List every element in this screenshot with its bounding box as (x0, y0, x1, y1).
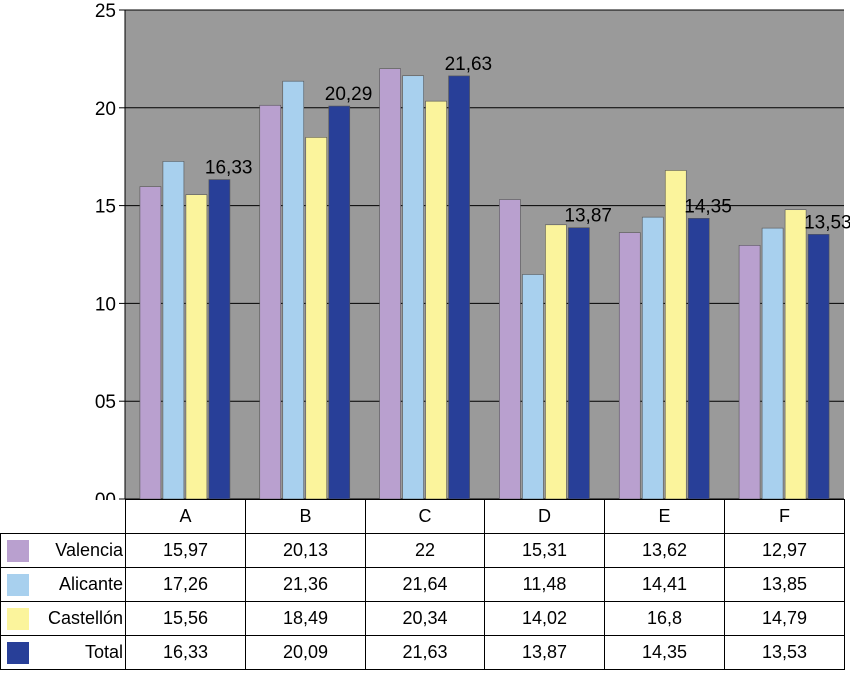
y-tick-label: 25 (95, 1, 116, 22)
data-label: 13,87 (564, 206, 612, 227)
bar-castelln (185, 194, 208, 500)
bar-castelln (425, 100, 447, 500)
bar-castelln (545, 224, 567, 500)
table-cell: 20,34 (365, 601, 485, 636)
y-tick-label: 05 (95, 392, 116, 413)
table-cell: 15,97 (125, 533, 246, 568)
data-label: 16,33 (205, 158, 253, 179)
table-cell: 15,56 (125, 601, 246, 636)
legend-label-alicante: Alicante (58, 574, 123, 595)
table-cell: 14,35 (604, 635, 725, 670)
bar-total (568, 227, 590, 500)
bar-alicante (522, 274, 544, 500)
table-cell: 21,36 (245, 567, 366, 602)
table-cell: 14,79 (724, 601, 845, 636)
data-label: 21,63 (445, 54, 493, 75)
category-header: D (484, 499, 605, 534)
table-cell: 17,26 (125, 567, 246, 602)
table-cell: 21,63 (365, 635, 485, 670)
bar-total (448, 75, 470, 500)
table-cell: 12,97 (724, 533, 845, 568)
data-label: 20,29 (325, 84, 373, 105)
table-cell: 18,49 (245, 601, 366, 636)
data-table: A B C D E F Valencia 15,97 20,13 22 15,3… (0, 499, 845, 670)
table-corner (0, 499, 126, 534)
category-header: A (125, 499, 246, 534)
bar-castelln (305, 137, 328, 500)
bar-total (807, 234, 830, 500)
table-cell: 13,87 (484, 635, 605, 670)
table-cell: 14,41 (604, 567, 725, 602)
category-header: F (724, 499, 845, 534)
row-label-alicante: Alicante (0, 567, 126, 602)
bar-total (687, 218, 710, 500)
category-header: C (365, 499, 485, 534)
legend-swatch-alicante (7, 573, 29, 596)
table-row-total: Total 16,33 20,09 21,63 13,87 14,35 13,5… (0, 635, 845, 670)
table-cell: 14,02 (484, 601, 605, 636)
table-cell: 21,64 (365, 567, 485, 602)
table-cell: 11,48 (484, 567, 605, 602)
y-tick-label: 10 (95, 294, 116, 315)
y-tick-label: 20 (95, 99, 116, 120)
table-header-row: A B C D E F (0, 499, 845, 534)
table-row-castellon: Castellón 15,56 18,49 20,34 14,02 16,8 1… (0, 601, 845, 636)
row-label-total: Total (0, 635, 126, 670)
bar-chart: 00 05 10 15 20 25 16,33 20,29 21,63 13,87 14,35 13,… (95, 1, 850, 500)
bar-total (328, 105, 351, 500)
bar-alicante (282, 80, 305, 500)
table-cell: 20,13 (245, 533, 366, 568)
y-tick-label: 00 (95, 490, 116, 500)
table-cell: 20,09 (245, 635, 366, 670)
table-cell: 16,8 (604, 601, 725, 636)
table-cell: 13,85 (724, 567, 845, 602)
bar-valencia (259, 104, 282, 500)
bar-valencia (618, 232, 641, 500)
data-label: 13,53 (804, 212, 850, 233)
bar-valencia (379, 68, 401, 500)
table-cell: 22 (365, 533, 485, 568)
row-label-valencia: Valencia (0, 533, 126, 568)
table-row-valencia: Valencia 15,97 20,13 22 15,31 13,62 12,9… (0, 533, 845, 568)
bar-alicante (402, 75, 424, 500)
bar-castelln (664, 170, 687, 500)
bar-valencia (738, 245, 761, 500)
table-cell: 13,62 (604, 533, 725, 568)
plot-area (125, 10, 844, 499)
table-cell: 15,31 (484, 533, 605, 568)
legend-swatch-valencia (7, 539, 29, 562)
legend-swatch-total (7, 641, 29, 664)
bar-alicante (162, 161, 185, 500)
data-label: 14,35 (684, 196, 732, 217)
table-cell: 16,33 (125, 635, 246, 670)
bar-valencia (499, 199, 521, 500)
table-row-alicante: Alicante 17,26 21,36 21,64 11,48 14,41 1… (0, 567, 845, 602)
y-tick-label: 15 (95, 197, 116, 218)
bar-castelln (784, 209, 807, 500)
legend-swatch-castellon (7, 607, 29, 630)
category-header: E (604, 499, 725, 534)
row-label-castellon: Castellón (0, 601, 126, 636)
table-cell: 13,53 (724, 635, 845, 670)
bar-valencia (139, 186, 162, 500)
legend-label-total: Total (84, 642, 123, 663)
bar-alicante (761, 227, 784, 500)
category-header: B (245, 499, 366, 534)
bar-alicante (641, 216, 664, 500)
legend-label-valencia: Valencia (55, 540, 123, 561)
legend-label-castellon: Castellón (47, 608, 123, 629)
bar-total (208, 179, 231, 500)
